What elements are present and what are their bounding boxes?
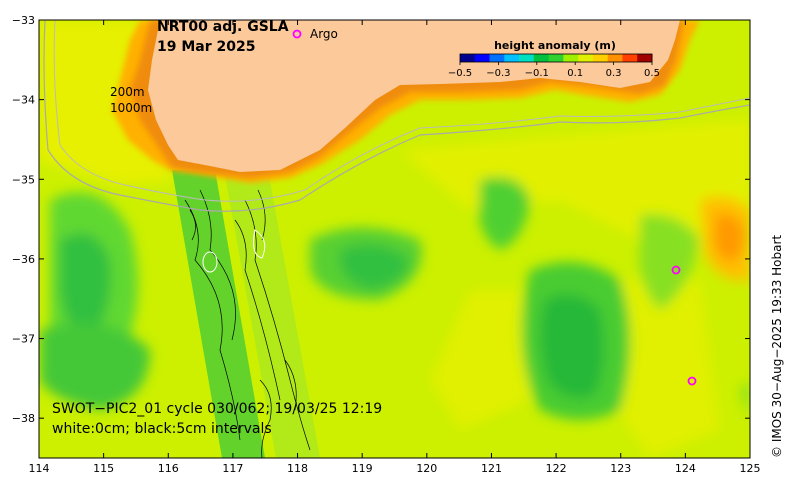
swath-caption-line2: white:0cm; black:5cm intervals bbox=[52, 421, 272, 437]
argo-float[interactable] bbox=[687, 376, 697, 386]
colorbar-tick-label: 0.3 bbox=[606, 68, 622, 79]
colorbar-tick-label: −0.5 bbox=[448, 68, 472, 79]
map-title-line2: 19 Mar 2025 bbox=[157, 39, 255, 55]
colorbar-segment bbox=[533, 54, 550, 62]
plot-frame bbox=[38, 19, 751, 459]
isobath-label-200m: 200m bbox=[110, 85, 145, 99]
y-tick-label: −33 bbox=[12, 14, 35, 27]
map-field bbox=[39, 20, 750, 458]
colorbar-segment bbox=[622, 54, 638, 62]
colorbar-segment bbox=[474, 54, 491, 62]
isobath-200m bbox=[53, 20, 750, 202]
credit-text: © IMOS 30−Aug−2025 19:33 Hobart bbox=[770, 235, 784, 458]
x-tick-label: 121 bbox=[481, 462, 502, 475]
isobath-1000m bbox=[43, 20, 750, 212]
x-tick-label: 125 bbox=[740, 462, 761, 475]
colorbar-tick-label: 0.5 bbox=[644, 68, 660, 79]
colorbar-segment bbox=[504, 54, 520, 62]
x-tick-label: 118 bbox=[287, 462, 308, 475]
colorbar-tick-label: −0.1 bbox=[525, 68, 549, 79]
y-tick-label: −35 bbox=[12, 173, 35, 186]
x-tick-label: 114 bbox=[29, 462, 50, 475]
y-tick-label: −38 bbox=[12, 412, 35, 425]
colorbar: height anomaly (m) −0.5 −0.3 −0.1 0.1 0.3 0.5 bbox=[448, 39, 660, 79]
map-title-line1: NRT00 adj. GSLA bbox=[157, 19, 289, 35]
colorbar-title: height anomaly (m) bbox=[494, 39, 616, 52]
swot-swath bbox=[172, 170, 320, 458]
argo-legend-label: Argo bbox=[310, 27, 338, 41]
isobath-label-1000m: 1000m bbox=[110, 101, 152, 115]
x-tick-label: 123 bbox=[610, 462, 631, 475]
y-axis: −33 −34 −35 −36 −37 −38 bbox=[12, 14, 750, 425]
x-tick-label: 124 bbox=[675, 462, 696, 475]
swath-caption-line1: SWOT−PIC2_01 cycle 030/062; 19/03/25 12:… bbox=[52, 401, 382, 417]
argo-floats bbox=[671, 265, 697, 386]
colorbar-tick-label: 0.1 bbox=[567, 68, 583, 79]
colorbar-segment bbox=[637, 54, 653, 62]
y-tick-label: −37 bbox=[12, 333, 35, 346]
colorbar-segment bbox=[607, 54, 623, 62]
argo-legend-marker bbox=[292, 29, 302, 39]
colorbar-frame bbox=[459, 53, 653, 63]
colorbar-tick-label: −0.3 bbox=[486, 68, 510, 79]
colorbar-segment bbox=[563, 54, 579, 62]
x-tick-label: 119 bbox=[352, 462, 373, 475]
y-tick-label: −34 bbox=[12, 94, 35, 107]
colorbar-segment bbox=[489, 54, 505, 62]
x-tick-label: 116 bbox=[158, 462, 179, 475]
colorbar-segment bbox=[592, 54, 609, 62]
x-tick-label: 117 bbox=[222, 462, 243, 475]
colorbar-segment bbox=[460, 54, 476, 62]
x-tick-label: 120 bbox=[416, 462, 437, 475]
y-tick-label: −36 bbox=[12, 253, 35, 266]
x-tick-label: 122 bbox=[546, 462, 567, 475]
colorbar-segment bbox=[519, 54, 535, 62]
x-axis: 114 115 116 117 118 119 120 121 122 123 124 125 bbox=[29, 20, 761, 475]
x-tick-label: 115 bbox=[93, 462, 114, 475]
colorbar-segment bbox=[548, 54, 564, 62]
argo-float[interactable] bbox=[671, 265, 681, 275]
colorbar-segment bbox=[578, 54, 594, 62]
